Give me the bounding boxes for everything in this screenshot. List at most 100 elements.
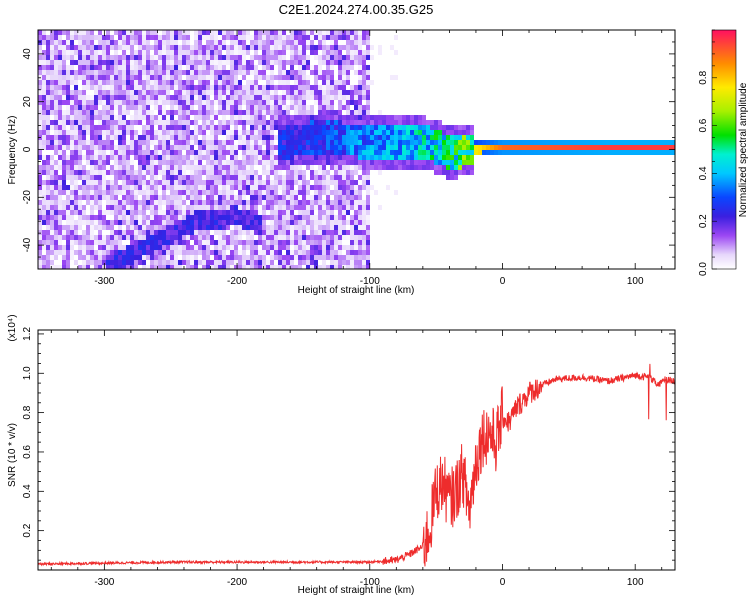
- heatmap-cell: [246, 50, 250, 55]
- heatmap-cell: [174, 235, 178, 240]
- heatmap-cell: [70, 185, 74, 190]
- heatmap-cell: [330, 130, 334, 135]
- heatmap-cell: [326, 245, 330, 250]
- heatmap-cell: [162, 240, 166, 245]
- heatmap-cell: [366, 200, 370, 205]
- heatmap-cell: [246, 155, 250, 160]
- heatmap-cell: [350, 85, 354, 90]
- heatmap-cell: [334, 225, 338, 230]
- heatmap-cell: [294, 55, 298, 60]
- heatmap-cell: [198, 185, 202, 190]
- heatmap-cell: [226, 150, 230, 155]
- heatmap-cell: [522, 140, 526, 145]
- heatmap-cell: [262, 245, 266, 250]
- heatmap-cell: [246, 35, 250, 40]
- heatmap-cell: [166, 130, 170, 135]
- heatmap-cell: [122, 235, 126, 240]
- heatmap-cell: [206, 50, 210, 55]
- heatmap-cell: [230, 120, 234, 125]
- heatmap-cell: [74, 85, 78, 90]
- heatmap-cell: [350, 90, 354, 95]
- heatmap-cell: [162, 60, 166, 65]
- heatmap-cell: [266, 55, 270, 60]
- heatmap-cell: [114, 65, 118, 70]
- heatmap-cell: [182, 140, 186, 145]
- heatmap-cell: [142, 140, 146, 145]
- heatmap-cell: [234, 45, 238, 50]
- heatmap-cell: [218, 65, 222, 70]
- heatmap-cell: [66, 45, 70, 50]
- heatmap-cell: [202, 260, 206, 265]
- heatmap-cell: [190, 120, 194, 125]
- heatmap-cell: [166, 140, 170, 145]
- heatmap-cell: [158, 200, 162, 205]
- heatmap-cell: [294, 140, 298, 145]
- heatmap-cell: [38, 30, 42, 35]
- heatmap-cell: [298, 50, 302, 55]
- heatmap-cell: [286, 260, 290, 265]
- heatmap-cell: [298, 150, 302, 155]
- heatmap-cell: [314, 45, 318, 50]
- heatmap-cell: [218, 90, 222, 95]
- heatmap-cell: [330, 100, 334, 105]
- heatmap-cell: [234, 165, 238, 170]
- heatmap-cell: [198, 210, 202, 215]
- heatmap-cell: [326, 80, 330, 85]
- heatmap-cell: [394, 140, 398, 145]
- heatmap-cell: [134, 80, 138, 85]
- heatmap-cell: [258, 35, 262, 40]
- heatmap-cell: [274, 110, 278, 115]
- heatmap-cell: [290, 30, 294, 35]
- heatmap-cell: [250, 120, 254, 125]
- snr-y-ticks: 0.20.40.60.81.01.2: [22, 327, 675, 571]
- heatmap-cell: [98, 130, 102, 135]
- heatmap-cell: [270, 145, 274, 150]
- heatmap-cell: [130, 180, 134, 185]
- heatmap-cell: [302, 175, 306, 180]
- heatmap-cell: [230, 260, 234, 265]
- heatmap-cell: [230, 165, 234, 170]
- heatmap-cell: [222, 225, 226, 230]
- heatmap-cell: [54, 50, 58, 55]
- heatmap-cell: [58, 160, 62, 165]
- heatmap-cell: [462, 135, 466, 140]
- heatmap-cell: [50, 175, 54, 180]
- heatmap-cell: [366, 250, 370, 255]
- heatmap-cell: [166, 260, 170, 265]
- heatmap-cell: [142, 215, 146, 220]
- heatmap-cell: [362, 230, 366, 235]
- heatmap-cell: [106, 60, 110, 65]
- heatmap-cell: [362, 120, 366, 125]
- heatmap-cell: [66, 110, 70, 115]
- heatmap-cell: [238, 120, 242, 125]
- heatmap-cell: [214, 145, 218, 150]
- heatmap-cell: [110, 40, 114, 45]
- heatmap-cell: [70, 145, 74, 150]
- heatmap-cell: [42, 80, 46, 85]
- heatmap-cell: [114, 45, 118, 50]
- heatmap-cell: [230, 135, 234, 140]
- heatmap-cell: [134, 90, 138, 95]
- heatmap-cell: [450, 135, 454, 140]
- heatmap-cell: [334, 260, 338, 265]
- heatmap-cell: [74, 105, 78, 110]
- heatmap-cell: [110, 120, 114, 125]
- heatmap-cell: [334, 220, 338, 225]
- heatmap-cell: [414, 120, 418, 125]
- heatmap-cell: [574, 140, 578, 145]
- heatmap-cell: [126, 45, 130, 50]
- heatmap-cell: [302, 110, 306, 115]
- heatmap-cell: [358, 265, 362, 269]
- heatmap-cell: [458, 150, 462, 155]
- heatmap-cell: [294, 100, 298, 105]
- heatmap-cell: [258, 260, 262, 265]
- heatmap-cell: [246, 60, 250, 65]
- heatmap-cell: [74, 130, 78, 135]
- heatmap-cell: [134, 60, 138, 65]
- heatmap-cell: [514, 140, 518, 145]
- heatmap-cell: [262, 65, 266, 70]
- heatmap-cell: [78, 70, 82, 75]
- heatmap-cell: [118, 165, 122, 170]
- heatmap-cell: [138, 115, 142, 120]
- y-tick-label: -20: [22, 190, 33, 205]
